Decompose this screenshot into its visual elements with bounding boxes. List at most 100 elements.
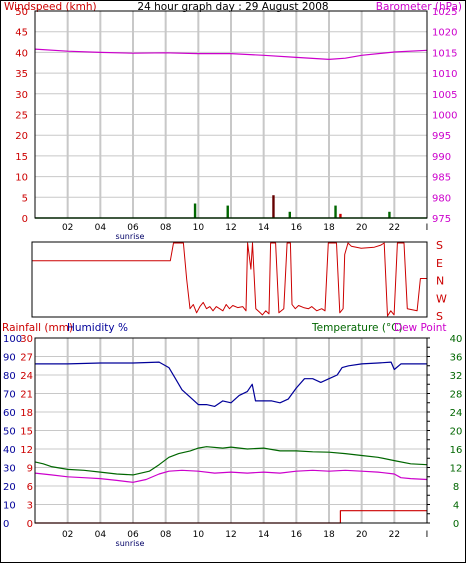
- rainfall-tick: 30: [20, 334, 33, 345]
- humidity-tick: 20: [3, 482, 16, 493]
- dew-point-axis-label: Dew Point: [394, 322, 447, 334]
- series-line: [34, 48, 428, 61]
- panel3-time-labels: 02 04 06 08 10 12 14 16 18 20 22 I: [62, 530, 428, 540]
- temperature-tick: 24: [450, 408, 463, 419]
- windspeed-bar: [193, 203, 197, 218]
- rainfall-tick: 6: [27, 482, 33, 493]
- windspeed-axis-label: Windspeed (kmh): [4, 1, 97, 13]
- temperature-tick: 0: [453, 519, 459, 530]
- windspeed-bar: [272, 195, 275, 218]
- rainfall-tick: 3: [27, 501, 33, 512]
- temperature-tick: 28: [450, 390, 463, 401]
- humidity-tick: 50: [3, 427, 16, 438]
- p3-time-label: 22: [389, 530, 400, 540]
- windspeed-tick: 20: [15, 131, 28, 142]
- p1-time-label: 20: [356, 223, 368, 233]
- rainfall-tick: 21: [20, 390, 33, 401]
- p3-time-label: 20: [356, 530, 368, 540]
- windspeed-tick: 30: [15, 90, 28, 101]
- rainfall-tick: 27: [20, 353, 33, 364]
- p1-time-label: 12: [225, 223, 236, 233]
- humidity-tick: 90: [3, 353, 16, 364]
- humidity-tick-labels: 0 10 20 30 40 50 60 70 80 90 100: [3, 334, 22, 530]
- panel1-grid: [35, 11, 427, 218]
- windspeed-tick: 15: [15, 152, 28, 163]
- compass-tick: E: [436, 257, 443, 270]
- humidity-tick: 40: [3, 445, 16, 456]
- humidity-tick: 0: [3, 519, 9, 530]
- windspeed-tick: 50: [15, 7, 28, 18]
- windspeed-tick: 25: [15, 111, 28, 122]
- rainfall-tick: 12: [20, 445, 33, 456]
- barometer-tick: 1000: [432, 111, 457, 122]
- temperature-tick-labels: 0 4 8 12 16 20 24 28 32 36 40: [427, 334, 462, 530]
- barometer-tick: 990: [432, 152, 451, 163]
- windspeed-tick: 45: [15, 28, 28, 39]
- barometer-tick: 980: [432, 193, 451, 204]
- humidity-tick: 80: [3, 371, 16, 382]
- windspeed-bar: [288, 211, 291, 218]
- windspeed-bars: [193, 195, 391, 218]
- p3-time-label: 08: [160, 530, 172, 540]
- barometer-tick: 975: [432, 214, 451, 225]
- series-line: [34, 469, 428, 483]
- p1-time-label: 02: [62, 223, 73, 233]
- windspeed-bar: [226, 205, 229, 218]
- p1-time-label: 22: [389, 223, 400, 233]
- temperature-tick: 40: [450, 334, 463, 345]
- temperature-tick: 12: [450, 464, 463, 475]
- p3-time-label: 12: [225, 530, 236, 540]
- humidity-tick: 30: [3, 464, 16, 475]
- temperature-tick: 36: [450, 353, 463, 364]
- windspeed-tick: 5: [22, 193, 28, 204]
- compass-tick: S: [436, 310, 443, 323]
- windspeed-barometer-panel: Windspeed (kmh) 24 hour graph day : 29 A…: [4, 1, 462, 241]
- rainfall-tick: 0: [27, 519, 33, 530]
- p1-time-label: 04: [95, 223, 107, 233]
- wind-direction-line: [32, 242, 427, 317]
- humidity-axis-label: Humidity %: [67, 322, 128, 334]
- windspeed-tick: 0: [22, 214, 28, 225]
- rain-humidity-temperature-panel: Rainfall (mm) Humidity % Temperature (°C…: [2, 322, 462, 548]
- panel3-frame: [34, 337, 428, 524]
- barometer-tick: 1020: [432, 28, 457, 39]
- p1-time-label: 16: [291, 223, 303, 233]
- barometer-tick: 1005: [432, 90, 457, 101]
- panel1-frame: [34, 10, 428, 219]
- temperature-tick: 16: [450, 445, 463, 456]
- windspeed-tick-labels: 0 5 10 15 20 25 30 35 40 45 50: [15, 7, 28, 225]
- windspeed-tick: 35: [15, 69, 28, 80]
- temperature-tick: 32: [450, 371, 463, 382]
- temperature-tick: 4: [453, 501, 459, 512]
- sunrise-label: sunrise: [116, 232, 145, 241]
- p3-time-label: 18: [323, 530, 335, 540]
- barometer-tick: 1010: [432, 69, 457, 80]
- windspeed-bar: [339, 213, 342, 218]
- wind-direction-series: [32, 242, 427, 317]
- p3-time-label: 14: [258, 530, 270, 540]
- series-line: [34, 446, 428, 476]
- rainfall-tick: 9: [27, 464, 33, 475]
- p1-time-label: I: [426, 223, 429, 233]
- humidity-tick: 60: [3, 408, 16, 419]
- windspeed-tick: 40: [15, 48, 28, 59]
- barometer-tick: 1015: [432, 48, 457, 59]
- windspeed-bar: [388, 211, 391, 218]
- temperature-axis-label: Temperature (°C): [311, 322, 403, 334]
- barometer-tick: 1025: [432, 7, 457, 18]
- windspeed-tick: 10: [15, 173, 28, 184]
- rainfall-tick: 18: [20, 408, 33, 419]
- humidity-tick: 100: [3, 334, 22, 345]
- panel1-time-labels: 02 04 06 08 10 12 14 16 18 20 22 I: [62, 223, 428, 233]
- rainfall-tick: 15: [20, 427, 33, 438]
- p1-time-label: 14: [258, 223, 270, 233]
- humidity-tick: 10: [3, 501, 16, 512]
- compass-tick: W: [436, 292, 447, 305]
- p1-time-label: 06: [127, 223, 139, 233]
- p3-time-label: I: [426, 530, 429, 540]
- p1-time-label: 18: [323, 223, 335, 233]
- humidity-tick: 70: [3, 390, 16, 401]
